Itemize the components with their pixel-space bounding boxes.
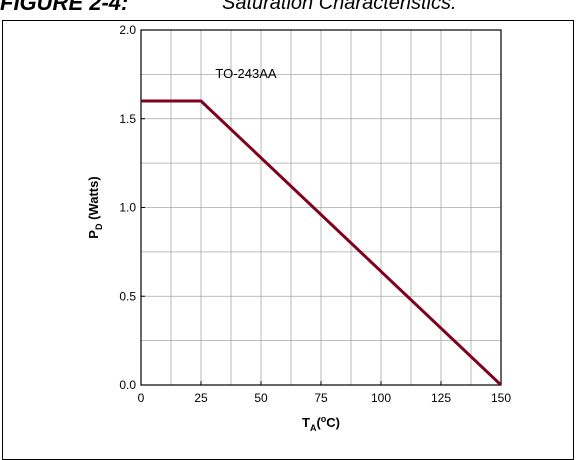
grid [140, 29, 502, 386]
x-axis-title-open: ( [316, 415, 321, 430]
annotation-label: TO-243AA [215, 66, 277, 81]
power-derating-chart: 0 25 50 75 100 125 150 0.0 0.5 1.0 1.5 2.0 TO-243AA… [86, 23, 511, 433]
y-tick-label: 1.5 [119, 112, 136, 126]
series [141, 99, 503, 387]
axis-ticks: 0 25 50 75 100 125 150 0.0 0.5 1.0 1.5 2.0 [119, 23, 511, 405]
x-axis-title: TA(oC) [302, 414, 340, 433]
x-axis-title-subscript: A [310, 423, 317, 433]
x-tick-label: 50 [254, 391, 268, 405]
x-axis-title-unit: C) [326, 415, 340, 430]
figure-caption: Saturation Characteristics. [222, 0, 457, 14]
y-tick-label: 1.0 [119, 201, 136, 215]
x-tick-label: 0 [138, 391, 145, 405]
x-axis-title-superscript: o [321, 414, 327, 424]
y-tick-label: 0.0 [119, 378, 136, 392]
x-tick-label: 100 [371, 391, 391, 405]
x-tick-label: 25 [194, 391, 208, 405]
x-tick-label: 75 [314, 391, 328, 405]
annotations: TO-243AA [215, 66, 277, 81]
figure-header: FIGURE 2-4: Saturation Characteristics. [0, 0, 578, 20]
y-axis-title-subscript: D [94, 223, 104, 230]
derating-curve [141, 99, 503, 387]
y-axis-title: PD (Watts) [86, 176, 104, 238]
figure-label: FIGURE 2-4: [0, 0, 129, 15]
x-axis-title-main: T [302, 415, 310, 430]
x-tick-label: 125 [431, 391, 451, 405]
y-axis-title-unit: (Watts) [86, 176, 101, 223]
y-tick-label: 2.0 [119, 23, 136, 37]
y-tick-label: 0.5 [119, 289, 136, 303]
x-tick-label: 150 [491, 391, 511, 405]
y-axis-title-main: P [86, 230, 101, 239]
